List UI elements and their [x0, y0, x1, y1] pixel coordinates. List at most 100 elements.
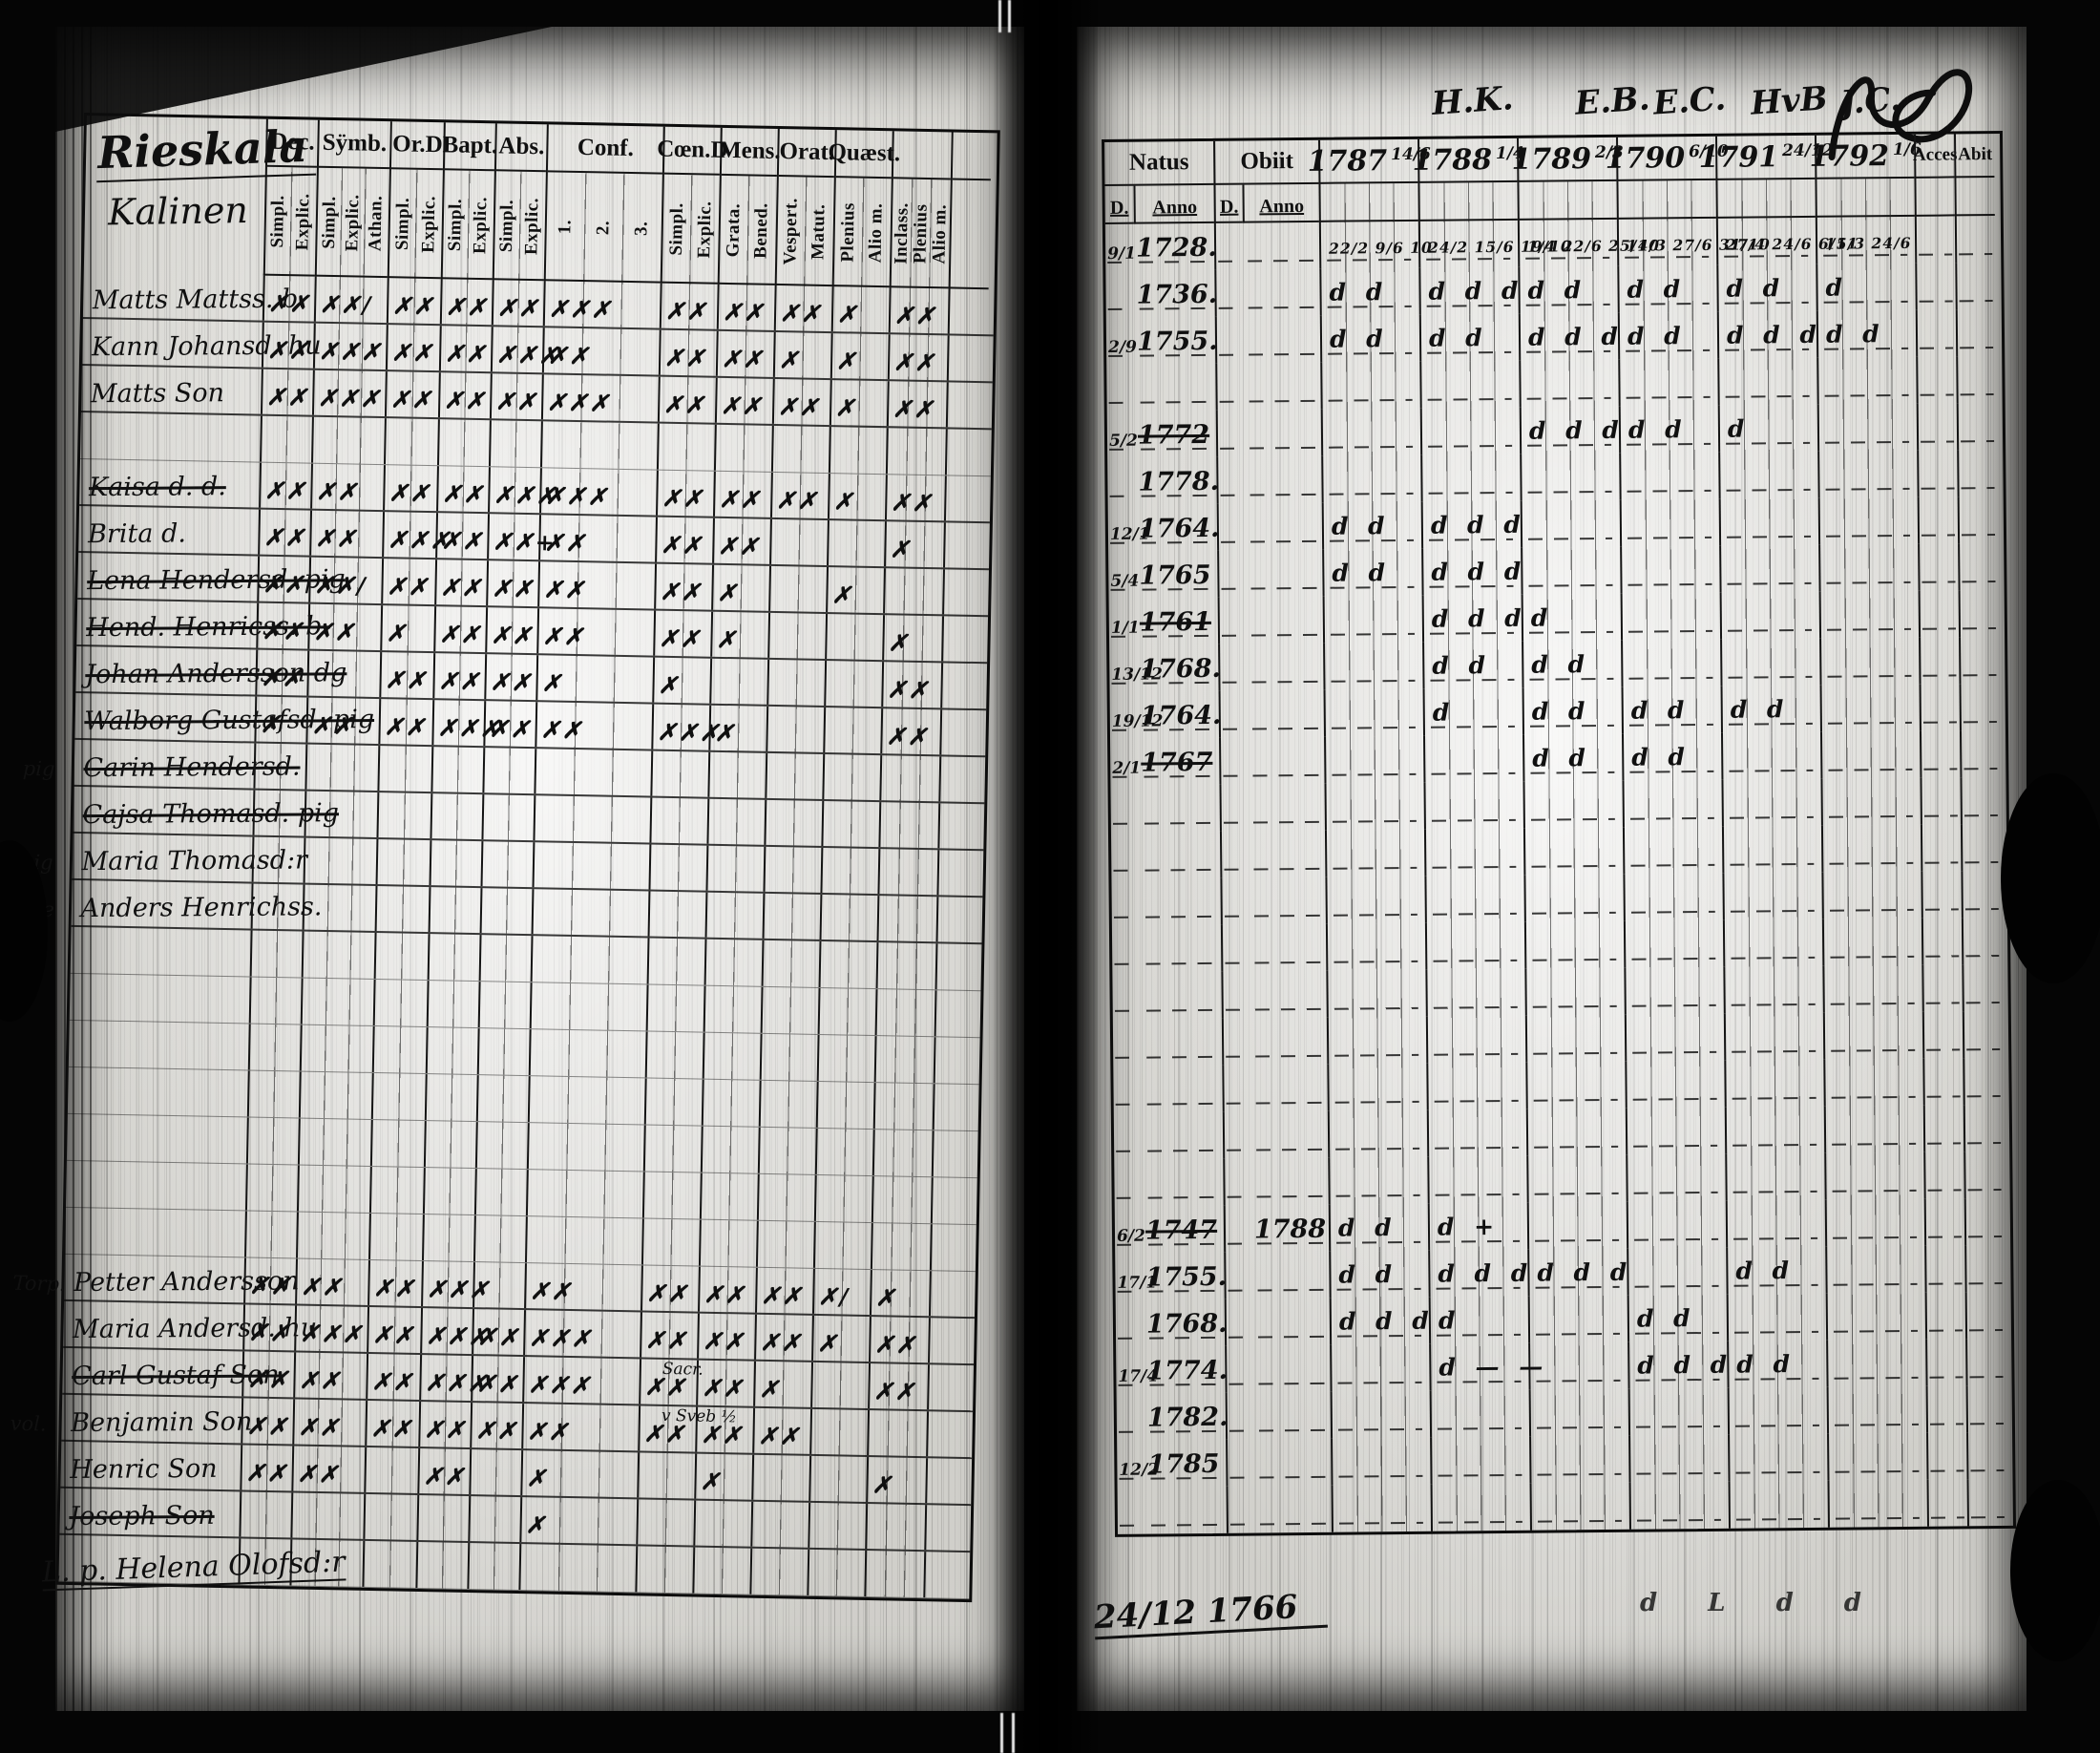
communion-marks: ✗✗ — [703, 1326, 746, 1356]
mark-cell — [416, 1494, 470, 1541]
acces-cell — [1916, 403, 1958, 451]
year-marks-cell — [1626, 1200, 1727, 1249]
year-marks-cell — [1725, 1199, 1826, 1248]
mark-cell — [942, 569, 983, 616]
communion-marks: 15/3 24/6 — [1824, 233, 1912, 253]
sublabel: Simpl. — [317, 168, 343, 277]
mark-cell — [530, 936, 648, 984]
mark-cell — [828, 427, 887, 475]
communion-marks: ✗✗ — [264, 475, 307, 505]
year-marks-cell — [1523, 920, 1625, 969]
mark-cell — [428, 887, 481, 934]
year-marks-cell — [1323, 642, 1423, 690]
mark-cell — [877, 849, 938, 896]
natus-year: 1782. — [1146, 1402, 1228, 1433]
communion-marks: d d — [1337, 1214, 1397, 1242]
record-row — [1114, 1151, 2009, 1207]
year-marks-cell — [1822, 964, 1922, 1013]
name-cell: Hend. Henricss. b. — [76, 600, 330, 648]
mark-cell — [822, 753, 881, 801]
communion-marks: ✗✗/ — [319, 289, 373, 319]
year-marks-cell: d d — [1518, 265, 1618, 314]
year-marks-cell — [1425, 1015, 1526, 1064]
mark-cell — [872, 1083, 934, 1130]
mark-cell — [656, 423, 715, 471]
acces-cell — [1925, 1385, 1967, 1433]
year-label: 1790 — [1605, 140, 1686, 176]
communion-marks: ✗✗ — [391, 291, 435, 321]
mark-cell — [824, 661, 883, 708]
mark-cell — [524, 1216, 642, 1265]
communion-marks: ✗✗ — [476, 1369, 520, 1398]
mark-cell — [872, 1130, 933, 1177]
column-label: Orat. — [778, 128, 835, 179]
acces-cell — [1921, 871, 1962, 919]
communion-marks: ✗✗ — [371, 1367, 415, 1396]
natus-day-cell: 5/2 — [1107, 412, 1138, 458]
communion-marks: ✗✗ — [267, 288, 311, 318]
year-marks-cell — [1717, 357, 1817, 406]
natus-year-cell — [1140, 878, 1220, 926]
communion-marks: ✗✗ — [298, 1412, 342, 1442]
communion-marks: ✗ — [260, 709, 283, 739]
mark-cell: ✗✗ — [485, 607, 538, 654]
mark-cell — [864, 1550, 925, 1598]
mark-cell — [244, 1164, 298, 1212]
natus-year-cell — [1141, 972, 1221, 1020]
mark-cell — [705, 845, 765, 892]
mark-cell: ✗✗ — [261, 322, 314, 369]
communion-marks: ✗✗ — [776, 486, 819, 515]
film-streaks-left — [55, 27, 94, 1711]
abiit-cell — [1965, 1338, 2006, 1386]
obiit-year-cell — [1247, 644, 1323, 691]
margin-prefix: vol. — [10, 1411, 47, 1436]
mark-cell — [713, 424, 772, 472]
mark-cell — [476, 1028, 530, 1076]
communion-marks: ✗✗ — [660, 577, 703, 606]
mark-cell: ✗✗ — [384, 371, 439, 418]
record-row: 9/1 1728. 22/2 9/6 10 24/2 15/6 19/10 1/4 22… — [1105, 216, 2001, 271]
mark-cell — [945, 382, 987, 429]
sublabel: Plenius — [834, 178, 864, 287]
communion-marks: d d — [1332, 559, 1392, 587]
mark-cell: ✗✗ — [773, 285, 832, 332]
mark-cell — [472, 1215, 526, 1263]
name-cell: Lena Hendersd. pig — [77, 553, 346, 602]
name-cell — [69, 1021, 249, 1070]
communion-marks: ✗✗ — [266, 335, 310, 365]
mark-cell: ✗ — [380, 605, 435, 652]
sublabel-text: Grata. — [723, 202, 745, 258]
mark-cell — [650, 750, 709, 797]
person-name: Kaisa d. d. — [88, 472, 226, 503]
abiit-cell — [1964, 1291, 2006, 1340]
mark-cell — [260, 415, 312, 463]
marginal-note: v Sveb ½ — [661, 1405, 738, 1427]
mark-cell: ✗✗ — [259, 462, 311, 509]
acces-cell — [1923, 1151, 1964, 1199]
communion-marks: ✗✗ — [874, 1330, 917, 1359]
year-marks-cell — [1820, 777, 1921, 826]
mark-cell — [468, 1496, 521, 1543]
natus-year-cell: 1768. — [1144, 1299, 1228, 1347]
mark-cell — [533, 795, 651, 843]
record-row — [1106, 356, 2002, 412]
acces-cell — [1918, 590, 1960, 638]
mark-cell: ✗✗ — [697, 1313, 755, 1360]
mark-cell: ✗✗ — [771, 378, 830, 426]
natus-day-cell — [1110, 786, 1139, 833]
record-row — [1114, 1104, 2009, 1160]
mark-cell: ✗✗ — [657, 376, 716, 423]
year-marks-cell: d — — — [1429, 1342, 1548, 1391]
sublabel-text: Simpl. — [318, 196, 340, 249]
communion-marks: d d d — [1537, 1257, 1633, 1287]
natus-year: 1747 — [1144, 1214, 1218, 1246]
year-marks-cell — [1327, 1109, 1428, 1158]
book-fold-shadow — [993, 0, 1098, 1753]
communion-marks: ✗ — [817, 1328, 839, 1358]
mark-cell: ✗✗ — [483, 701, 536, 748]
mark-cell — [425, 1027, 478, 1075]
mark-cell — [539, 421, 658, 470]
year-marks-cell — [1423, 781, 1523, 830]
year-marks-cell — [1619, 498, 1720, 547]
mark-cell — [703, 985, 762, 1033]
